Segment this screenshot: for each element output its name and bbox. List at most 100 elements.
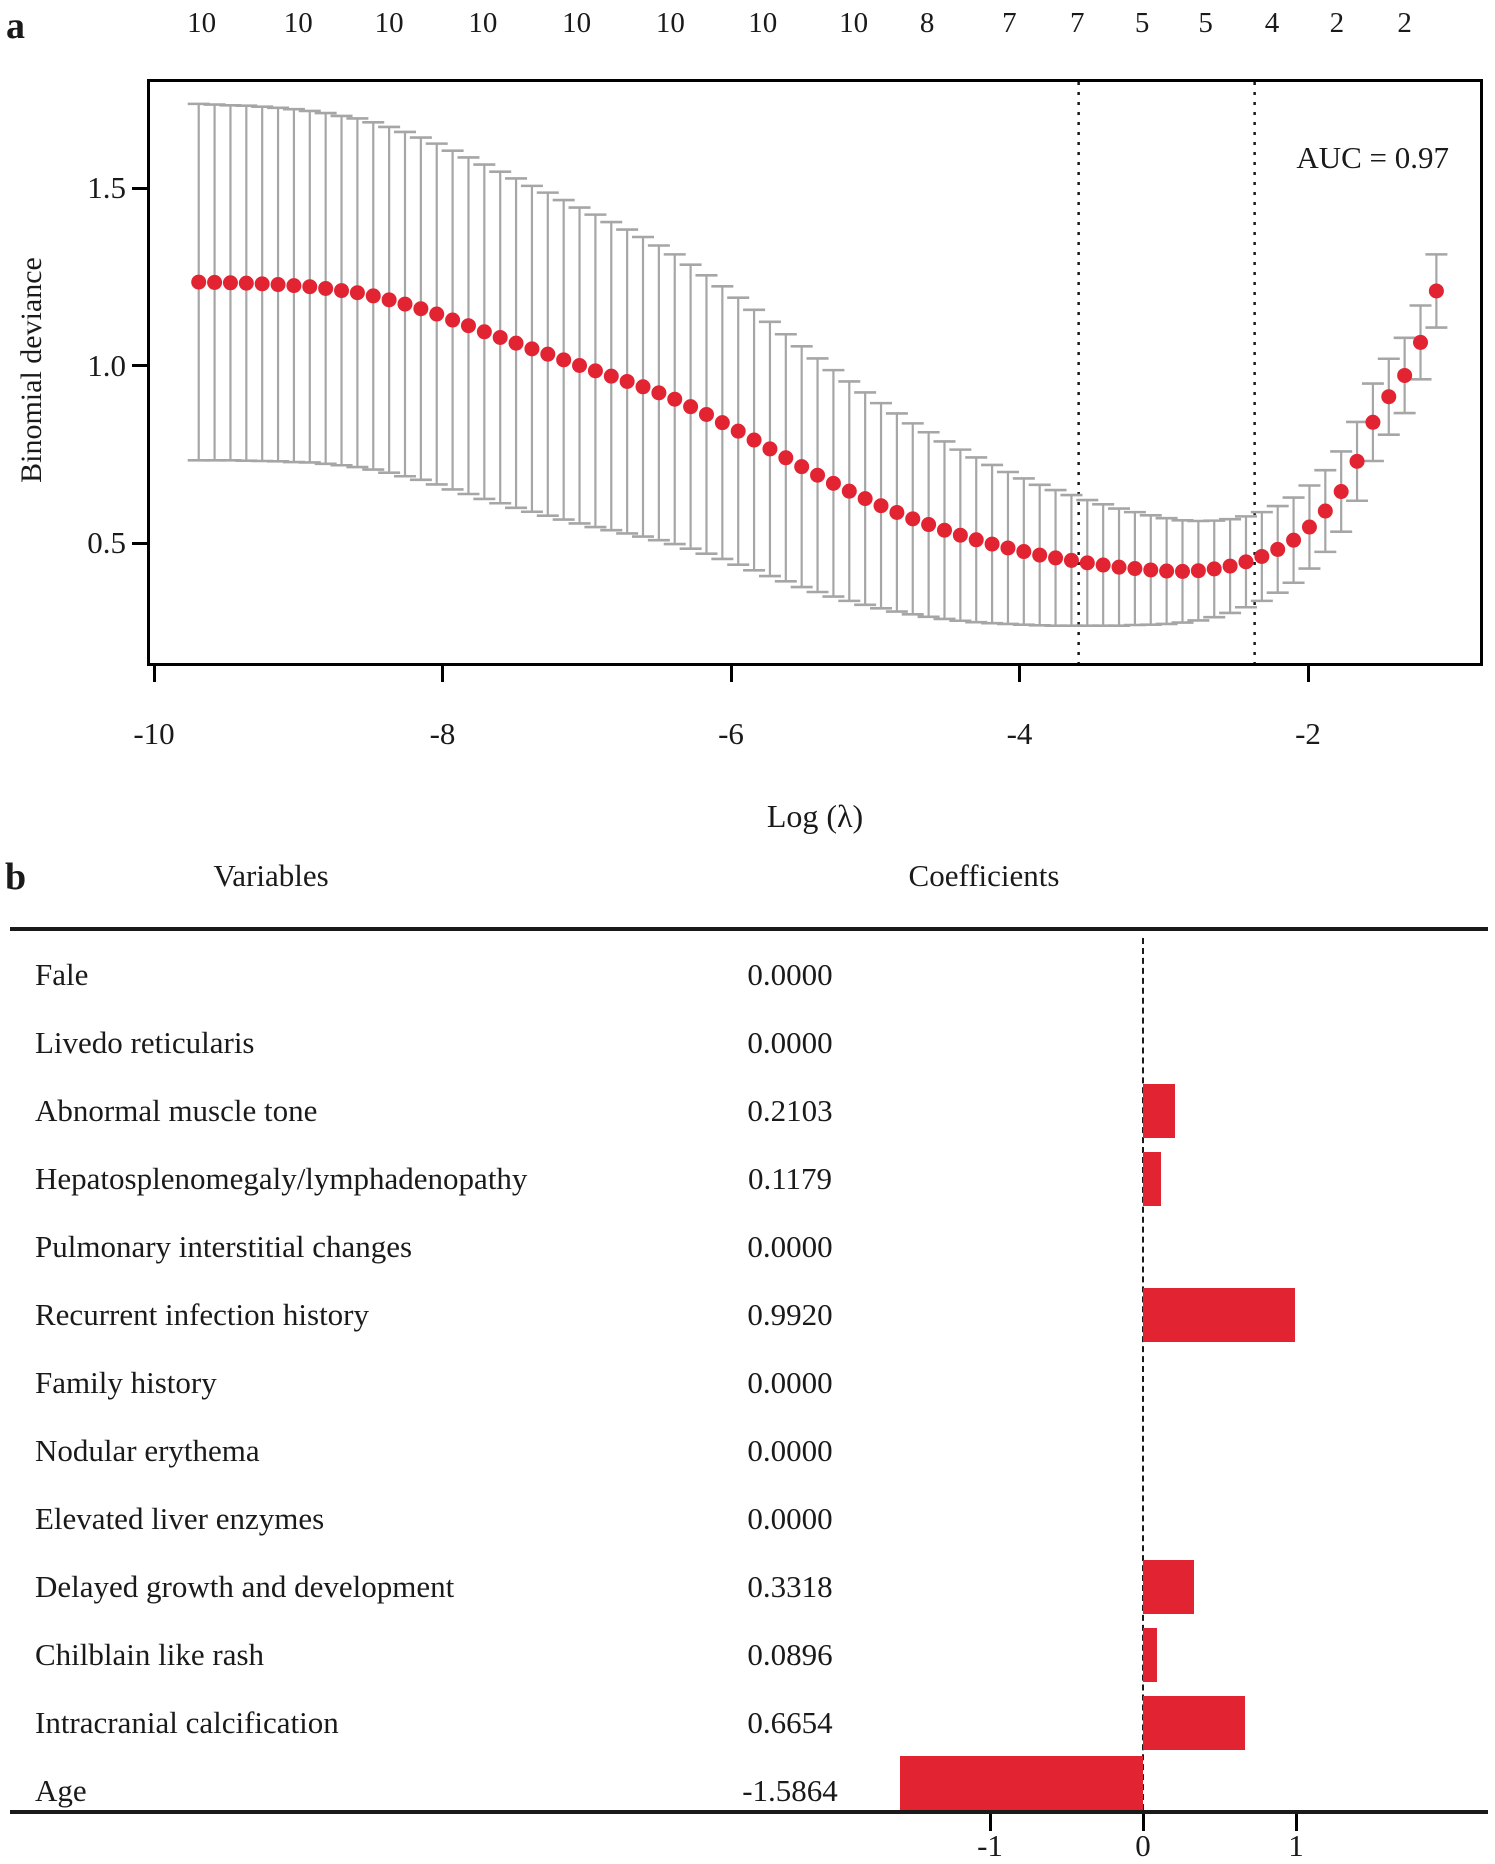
x-tick-label: -2 xyxy=(1295,716,1321,751)
cv-point xyxy=(540,346,556,362)
top-axis-df-label: 10 xyxy=(468,7,498,39)
cv-point xyxy=(1000,540,1016,556)
cv-point xyxy=(778,450,794,466)
cv-point xyxy=(635,379,651,395)
y-tick-mark xyxy=(132,541,147,545)
cv-point xyxy=(524,341,540,357)
cv-point xyxy=(952,527,968,543)
cv-point xyxy=(381,292,397,308)
cv-point xyxy=(334,283,350,299)
cv-point xyxy=(1063,552,1079,568)
top-axis-df-label: 7 xyxy=(1002,7,1017,39)
cv-point xyxy=(1048,550,1064,566)
top-axis-df-label: 2 xyxy=(1397,7,1412,39)
cv-point xyxy=(1301,519,1317,535)
cv-point xyxy=(810,467,826,483)
coefficient-value: 0.2103 xyxy=(747,1093,833,1128)
coefficient-value: 0.3318 xyxy=(747,1569,833,1604)
variable-label: Pulmonary interstitial changes xyxy=(35,1229,413,1264)
cv-point xyxy=(1365,414,1381,430)
cv-point xyxy=(936,522,952,538)
cv-point xyxy=(1190,563,1206,579)
top-axis-df-label: 10 xyxy=(187,7,217,39)
cv-point xyxy=(238,275,254,291)
cv-point xyxy=(286,278,302,294)
coefficient-value: 0.0000 xyxy=(747,1365,833,1400)
cv-point xyxy=(698,406,714,422)
top-axis-df-label: 10 xyxy=(655,7,685,39)
variable-label: Chilblain like rash xyxy=(35,1637,265,1672)
y-axis-title: Binomial deviance xyxy=(15,257,48,483)
cv-point xyxy=(1333,484,1349,500)
cv-point xyxy=(1222,558,1238,574)
coefficient-value: 0.1179 xyxy=(747,1161,833,1196)
cv-point xyxy=(1111,559,1127,575)
cv-point xyxy=(365,288,381,304)
cv-point xyxy=(476,324,492,340)
top-axis-df-label: 10 xyxy=(839,7,869,39)
variable-label: Recurrent infection history xyxy=(35,1297,370,1332)
cv-point xyxy=(1127,561,1143,577)
cv-point xyxy=(905,511,921,527)
variable-label: Livedo reticularis xyxy=(35,1025,255,1060)
cv-point xyxy=(587,363,603,379)
top-axis-df-label: 2 xyxy=(1329,7,1345,39)
coefficient-axis-tick-label: 0 xyxy=(1135,1828,1151,1863)
variable-label: Nodular erythema xyxy=(35,1433,260,1468)
top-axis-df-label: 10 xyxy=(374,7,404,39)
cv-point xyxy=(651,385,667,401)
coefficient-value: 0.9920 xyxy=(747,1297,833,1332)
coefficient-bar xyxy=(1143,1084,1176,1138)
cv-point xyxy=(254,276,270,292)
cv-curve-svg xyxy=(187,82,1448,663)
cv-point xyxy=(318,280,334,296)
coefficient-axis-tick-mark xyxy=(1141,1814,1145,1831)
x-tick-label: -8 xyxy=(429,716,456,751)
variable-label: Intracranial calcification xyxy=(35,1705,339,1740)
coefficient-axis-tick-mark xyxy=(988,1814,992,1831)
cv-point xyxy=(1254,548,1270,564)
coefficient-value: 0.0000 xyxy=(747,957,833,992)
cv-point xyxy=(1079,555,1095,571)
cv-point xyxy=(873,498,889,514)
variable-label: Family history xyxy=(35,1365,217,1400)
cv-point xyxy=(508,335,524,351)
y-tick-mark xyxy=(132,186,147,190)
cv-point xyxy=(1159,563,1175,579)
cv-point xyxy=(445,312,461,328)
cv-point xyxy=(857,491,873,507)
cv-point xyxy=(603,368,619,384)
cv-point xyxy=(1175,563,1191,579)
cv-point xyxy=(889,504,905,520)
variable-label: Fale xyxy=(35,957,89,992)
cv-point xyxy=(492,329,508,345)
cv-point xyxy=(667,391,683,407)
panel-b-label: b xyxy=(5,856,27,898)
cv-point xyxy=(825,475,841,491)
cv-point xyxy=(460,318,476,334)
coefficient-bar xyxy=(1143,1288,1295,1342)
table-top-rule xyxy=(10,927,1488,931)
cv-point xyxy=(1381,389,1397,405)
column-header-coefficients: Coefficients xyxy=(908,858,1060,893)
x-tick-label: -6 xyxy=(718,716,744,751)
variable-label: Hepatosplenomegaly/lymphadenopathy xyxy=(35,1161,528,1196)
coefficient-bar xyxy=(1143,1696,1245,1750)
coefficient-bar xyxy=(1143,1152,1162,1206)
cv-point xyxy=(1349,453,1365,469)
coefficient-axis-tick-label: 1 xyxy=(1288,1828,1304,1863)
auc-annotation: AUC = 0.97 xyxy=(1296,140,1449,175)
coefficient-value: 0.6654 xyxy=(747,1705,833,1740)
coefficient-axis-tick-label: -1 xyxy=(977,1828,1003,1863)
top-axis-df-label: 5 xyxy=(1198,7,1213,39)
y-tick-label: 1.5 xyxy=(87,170,126,205)
y-tick-mark xyxy=(132,364,147,367)
coefficient-value: 0.0896 xyxy=(747,1637,833,1672)
y-tick-label: 0.5 xyxy=(87,525,126,560)
cv-point xyxy=(207,274,223,290)
cv-point xyxy=(349,285,365,301)
x-tick-label: -10 xyxy=(133,716,175,751)
cv-point xyxy=(841,483,857,499)
top-axis-df-label: 8 xyxy=(919,7,935,39)
